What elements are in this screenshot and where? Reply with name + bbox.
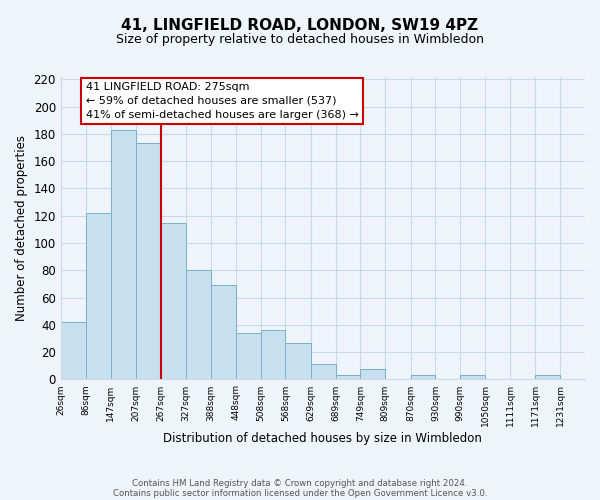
Bar <box>335 376 361 380</box>
Bar <box>236 333 260 380</box>
Bar <box>286 342 311 380</box>
Y-axis label: Number of detached properties: Number of detached properties <box>15 135 28 321</box>
Bar <box>410 376 436 380</box>
Bar <box>311 364 335 380</box>
Text: 41 LINGFIELD ROAD: 275sqm
← 59% of detached houses are smaller (537)
41% of semi: 41 LINGFIELD ROAD: 275sqm ← 59% of detac… <box>86 82 359 120</box>
Text: Size of property relative to detached houses in Wimbledon: Size of property relative to detached ho… <box>116 32 484 46</box>
Bar <box>361 368 385 380</box>
Bar <box>185 270 211 380</box>
Text: Contains HM Land Registry data © Crown copyright and database right 2024.: Contains HM Land Registry data © Crown c… <box>132 478 468 488</box>
Bar <box>161 222 185 380</box>
Bar <box>136 144 161 380</box>
Bar <box>260 330 286 380</box>
Bar <box>86 213 111 380</box>
Bar <box>61 322 86 380</box>
X-axis label: Distribution of detached houses by size in Wimbledon: Distribution of detached houses by size … <box>163 432 482 445</box>
Bar <box>111 130 136 380</box>
Bar <box>211 286 236 380</box>
Text: 41, LINGFIELD ROAD, LONDON, SW19 4PZ: 41, LINGFIELD ROAD, LONDON, SW19 4PZ <box>121 18 479 32</box>
Bar <box>460 376 485 380</box>
Bar <box>535 376 560 380</box>
Text: Contains public sector information licensed under the Open Government Licence v3: Contains public sector information licen… <box>113 488 487 498</box>
